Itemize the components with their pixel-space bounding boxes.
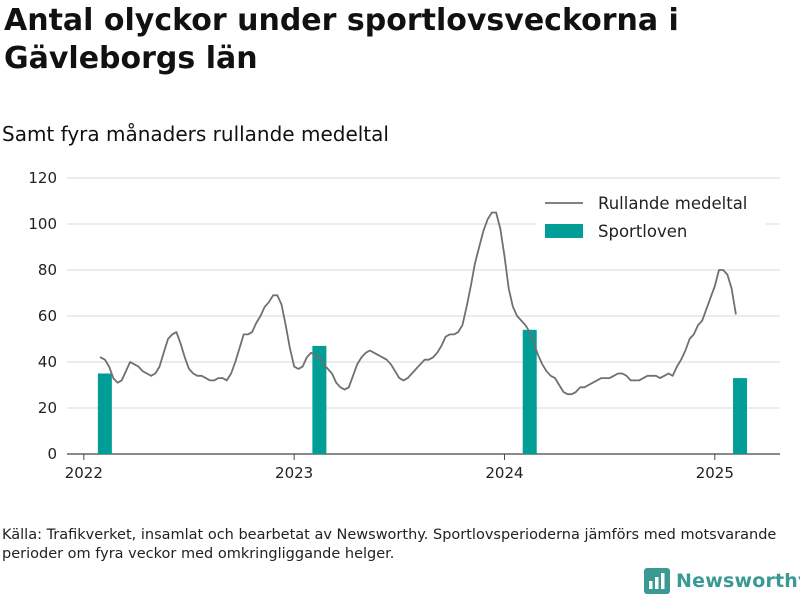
line-series <box>99 211 737 396</box>
legend-label-bar: Sportloven <box>598 222 687 241</box>
sportlov-bar <box>733 378 748 454</box>
bar-series <box>97 329 748 454</box>
sportlov-bar <box>522 329 537 454</box>
chart-plot: 0 20 40 60 80 100 120 2022 2023 2024 2025 Rullande… <box>28 169 780 482</box>
source-note: Källa: Trafikverket, insamlat och bearbe… <box>2 527 777 562</box>
newsworthy-logo-icon <box>644 568 670 594</box>
legend-bar-swatch <box>545 224 583 238</box>
y-tick-label: 120 <box>28 169 57 187</box>
rolling-mean-line <box>99 211 737 396</box>
y-tick-label: 40 <box>38 353 57 371</box>
y-tick-label: 80 <box>38 261 57 279</box>
chart-title: Antal olyckor under sportlovsveckorna i … <box>4 3 679 76</box>
y-tick-label: 0 <box>47 445 57 463</box>
brand-name: Newsworthy <box>676 570 800 592</box>
chart-subtitle: Samt fyra månaders rullande medeltal <box>2 122 389 146</box>
x-tick-label: 2023 <box>275 464 313 482</box>
y-tick-label: 60 <box>38 307 57 325</box>
x-tick-label: 2024 <box>485 464 523 482</box>
legend-label-line: Rullande medeltal <box>598 194 747 213</box>
sportlov-bar <box>97 373 112 454</box>
axes: 0 20 40 60 80 100 120 2022 2023 2024 2025 <box>28 169 734 482</box>
brand-logo: Newsworthy <box>644 568 800 594</box>
sportlov-bar <box>312 345 327 454</box>
x-tick-label: 2025 <box>696 464 734 482</box>
y-tick-label: 100 <box>28 215 57 233</box>
legend: Rullande medeltal Sportloven <box>536 188 766 246</box>
y-tick-label: 20 <box>38 399 57 417</box>
x-tick-label: 2022 <box>65 464 103 482</box>
